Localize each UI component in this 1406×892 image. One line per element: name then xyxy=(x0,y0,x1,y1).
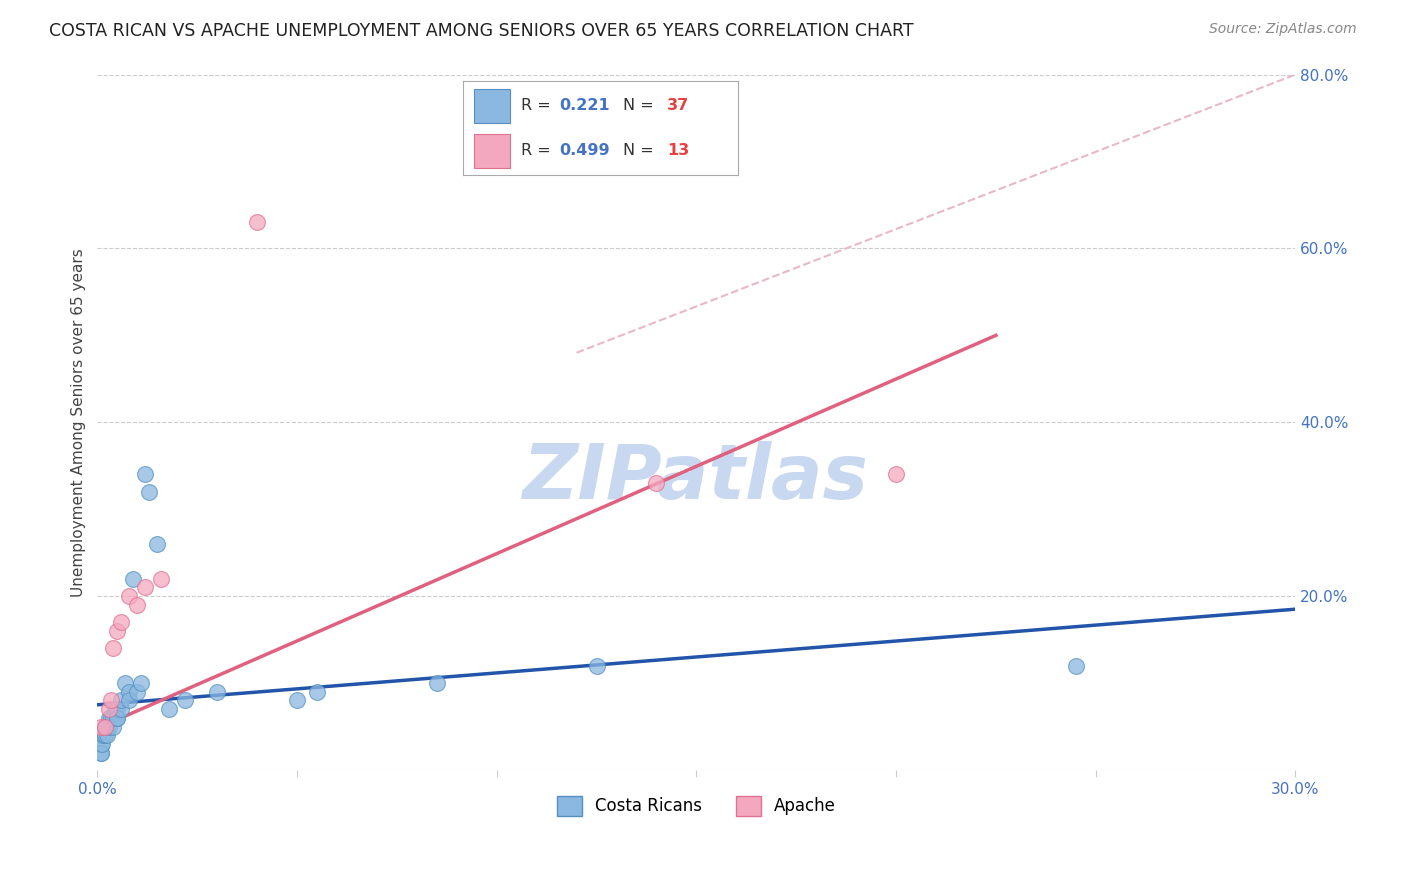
Point xyxy=(96,728,118,742)
Point xyxy=(93,728,115,742)
Point xyxy=(205,685,228,699)
Point xyxy=(94,728,117,742)
Point xyxy=(305,685,328,699)
Point xyxy=(174,693,197,707)
Point xyxy=(96,719,118,733)
Point xyxy=(118,693,141,707)
Point xyxy=(134,467,156,482)
Point xyxy=(1064,658,1087,673)
Point xyxy=(98,711,121,725)
Point xyxy=(98,719,121,733)
Point xyxy=(127,598,149,612)
Text: Source: ZipAtlas.com: Source: ZipAtlas.com xyxy=(1209,22,1357,37)
Point xyxy=(91,737,114,751)
Point xyxy=(114,676,136,690)
Point xyxy=(100,711,122,725)
Point xyxy=(98,702,121,716)
Point xyxy=(146,537,169,551)
Point xyxy=(90,719,112,733)
Point xyxy=(110,693,132,707)
Point xyxy=(94,719,117,733)
Point xyxy=(426,676,449,690)
Point xyxy=(105,711,128,725)
Point xyxy=(90,746,112,760)
Point xyxy=(138,484,160,499)
Point xyxy=(90,746,112,760)
Point xyxy=(884,467,907,482)
Y-axis label: Unemployment Among Seniors over 65 years: Unemployment Among Seniors over 65 years xyxy=(72,248,86,597)
Legend: Costa Ricans, Apache: Costa Ricans, Apache xyxy=(548,788,844,824)
Point xyxy=(157,702,180,716)
Point xyxy=(118,589,141,603)
Point xyxy=(118,685,141,699)
Point xyxy=(105,702,128,716)
Text: COSTA RICAN VS APACHE UNEMPLOYMENT AMONG SENIORS OVER 65 YEARS CORRELATION CHART: COSTA RICAN VS APACHE UNEMPLOYMENT AMONG… xyxy=(49,22,914,40)
Point xyxy=(103,711,125,725)
Point xyxy=(105,624,128,638)
Point xyxy=(127,685,149,699)
Point xyxy=(90,737,112,751)
Point xyxy=(645,476,668,491)
Text: ZIPatlas: ZIPatlas xyxy=(523,441,869,515)
Point xyxy=(246,215,269,229)
Point xyxy=(110,615,132,630)
Point xyxy=(94,719,117,733)
Point xyxy=(103,719,125,733)
Point xyxy=(104,702,127,716)
Point xyxy=(129,676,152,690)
Point xyxy=(103,641,125,656)
Point xyxy=(134,581,156,595)
Point xyxy=(150,572,173,586)
Point xyxy=(285,693,308,707)
Point xyxy=(105,711,128,725)
Point xyxy=(110,702,132,716)
Point xyxy=(100,693,122,707)
Point xyxy=(585,658,607,673)
Point xyxy=(122,572,145,586)
